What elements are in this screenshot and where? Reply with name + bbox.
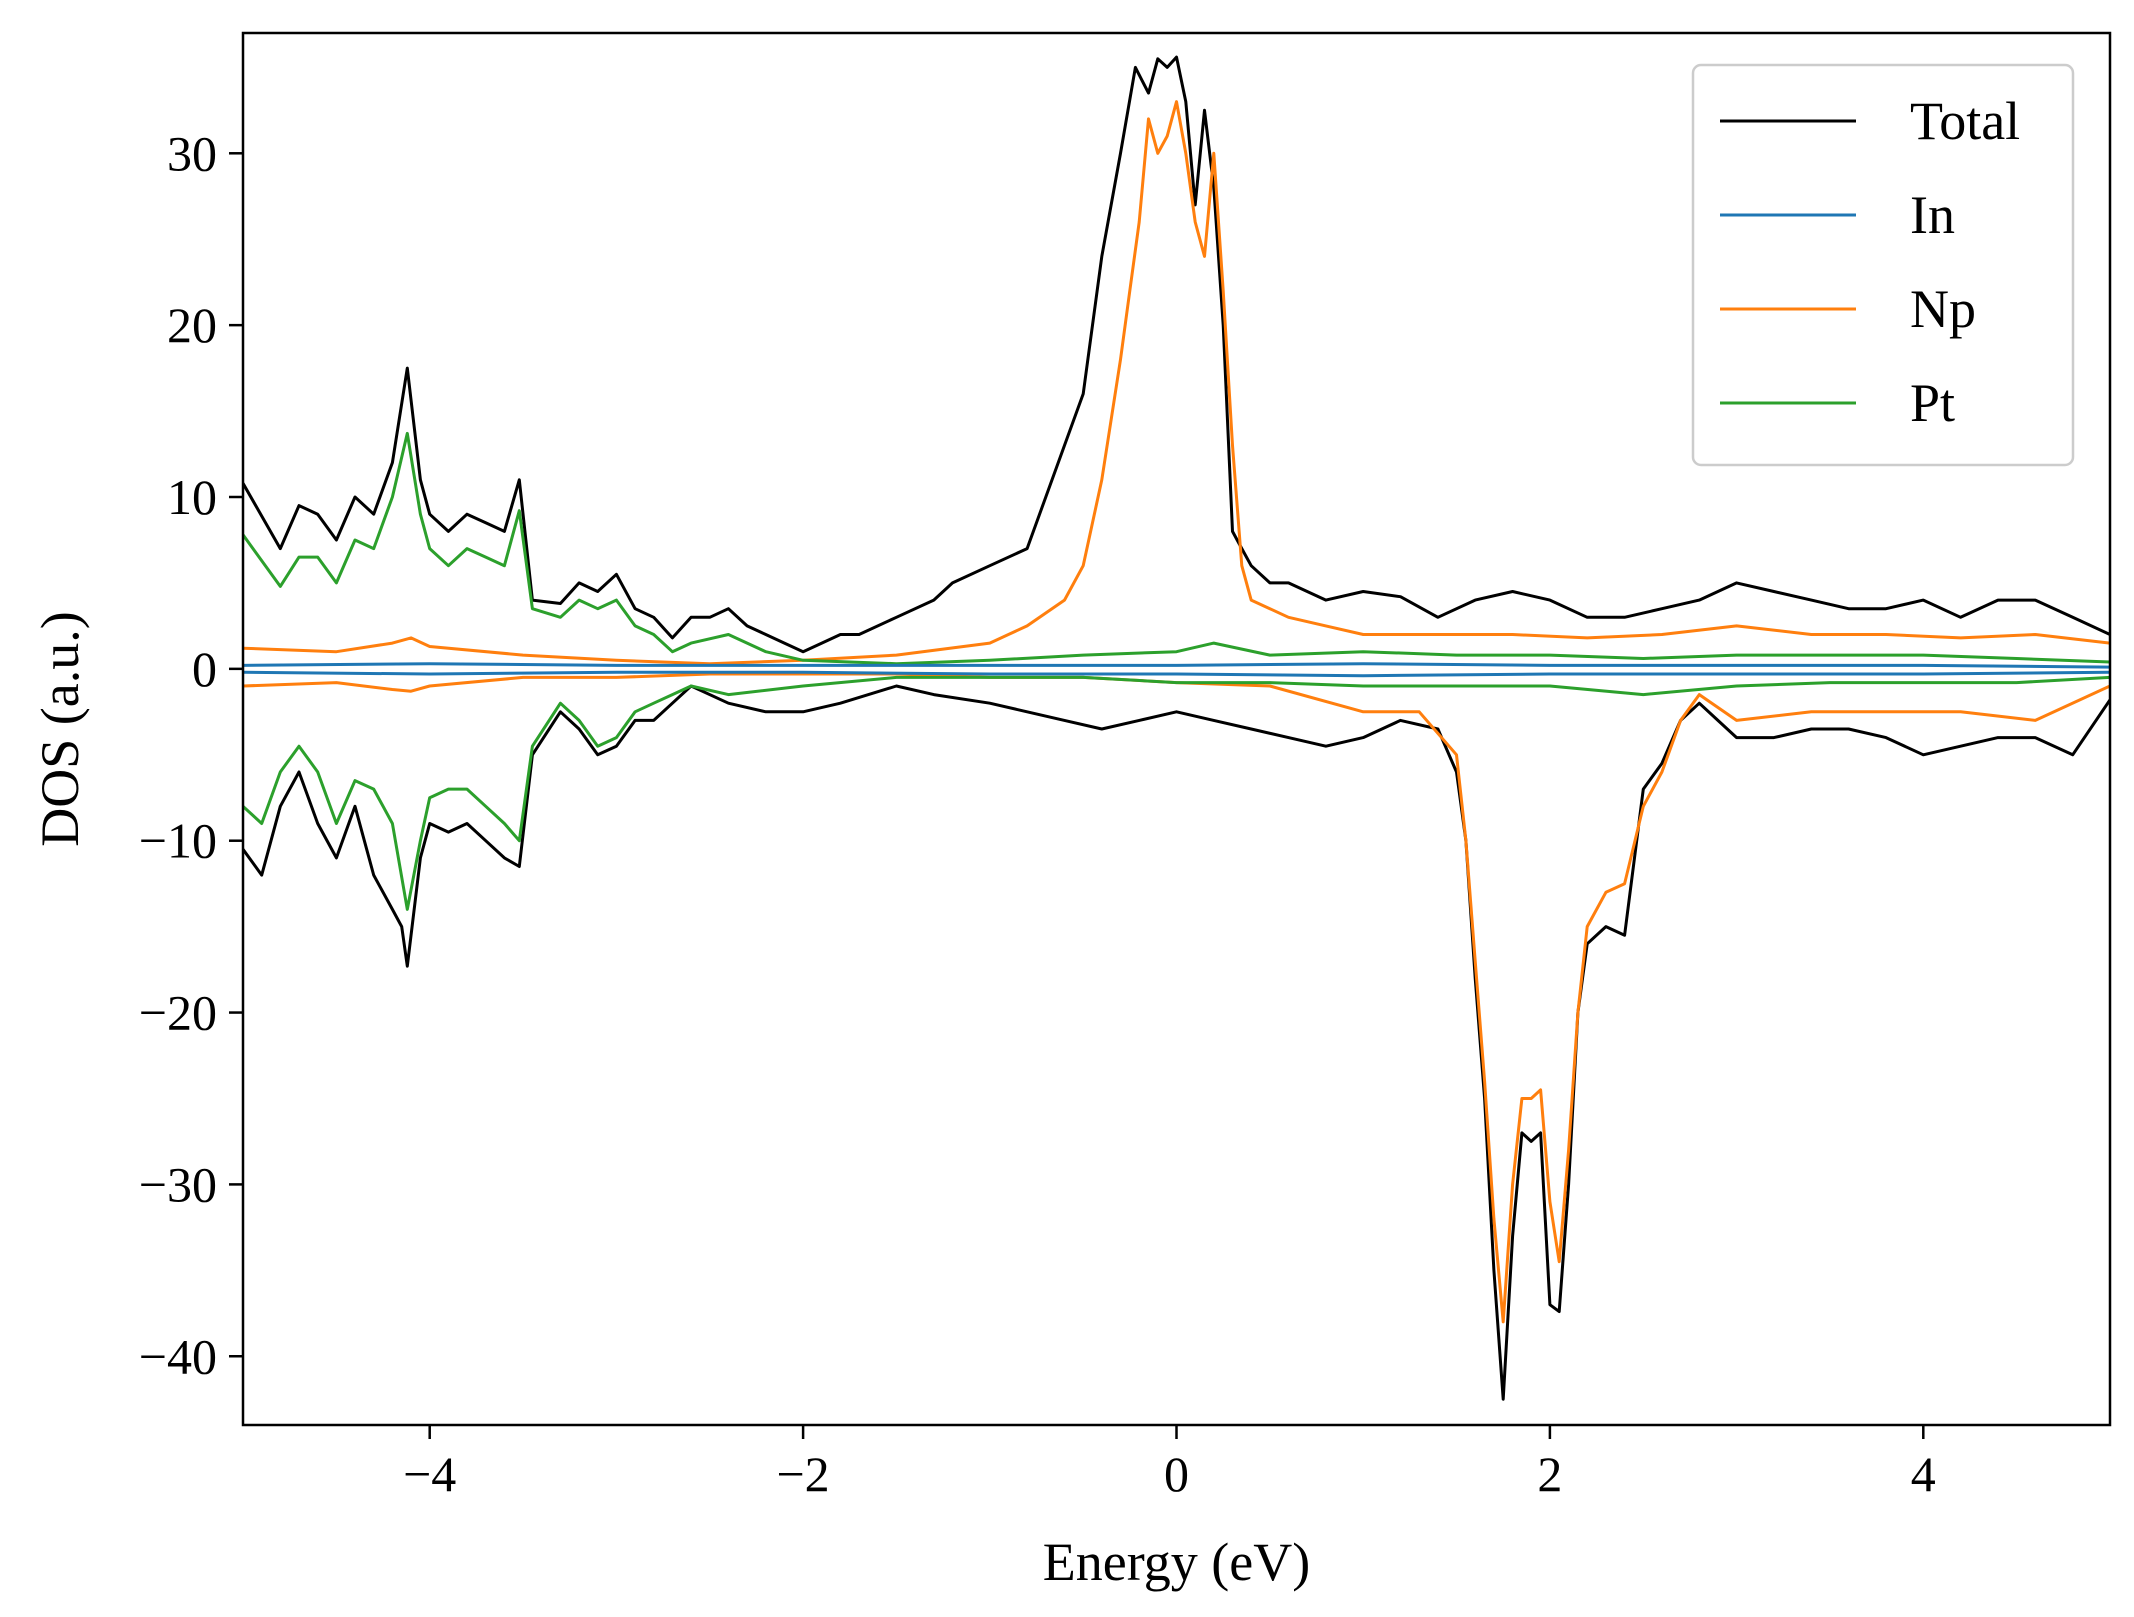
y-tick-label: 30 bbox=[167, 125, 217, 181]
y-tick-label: −30 bbox=[139, 1156, 217, 1212]
x-tick-label: 0 bbox=[1164, 1446, 1189, 1502]
series-line-pt-up bbox=[243, 431, 2110, 666]
x-tick-label: −4 bbox=[403, 1446, 456, 1502]
y-tick-label: 0 bbox=[192, 641, 217, 697]
series-line-pt-down bbox=[243, 675, 2110, 911]
series-line-in-down bbox=[243, 670, 2110, 678]
y-tick-label: −20 bbox=[139, 985, 217, 1041]
legend-label-total: Total bbox=[1910, 91, 2020, 151]
y-axis: −40 −30 −20 −10 0 10 20 30 bbox=[139, 125, 243, 1384]
series-line-np-down bbox=[243, 672, 2110, 1324]
x-tick-label: 2 bbox=[1537, 1446, 1562, 1502]
x-tick-label: 4 bbox=[1911, 1446, 1936, 1502]
legend: Total In Np Pt bbox=[1691, 63, 2075, 467]
y-axis-label: DOS (a.u.) bbox=[30, 611, 90, 846]
legend-label-np: Np bbox=[1910, 279, 1976, 339]
legend-box bbox=[1691, 63, 2075, 467]
y-tick-label: 20 bbox=[167, 297, 217, 353]
series-line-total-up bbox=[243, 55, 2110, 654]
y-tick-label: 10 bbox=[167, 469, 217, 525]
series-line-in-up bbox=[243, 662, 2110, 669]
series-layer bbox=[243, 55, 2110, 1401]
y-tick-label: −10 bbox=[139, 813, 217, 869]
series-line-np-up bbox=[243, 100, 2110, 666]
x-axis-label: Energy (eV) bbox=[1043, 1532, 1310, 1592]
legend-label-in: In bbox=[1910, 185, 1955, 245]
x-tick-label: −2 bbox=[776, 1446, 829, 1502]
legend-label-pt: Pt bbox=[1910, 373, 1955, 433]
x-axis: −4 −2 0 2 4 bbox=[403, 1425, 1936, 1502]
y-tick-label: −40 bbox=[139, 1328, 217, 1384]
